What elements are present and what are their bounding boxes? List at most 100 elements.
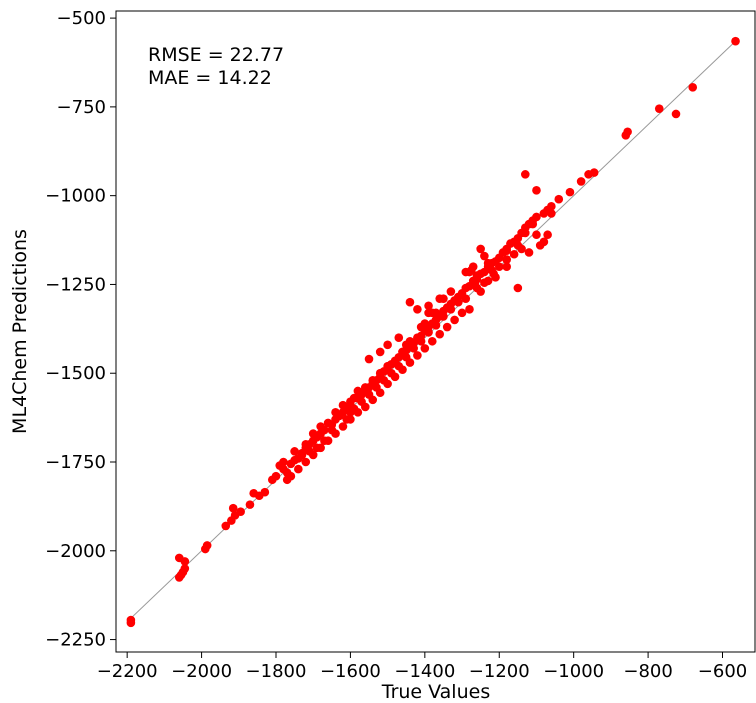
data-point — [439, 312, 448, 321]
data-point — [282, 475, 292, 485]
data-point — [509, 249, 519, 259]
data-point — [320, 436, 329, 446]
y-tick-label: −2000 — [45, 541, 106, 562]
data-point — [521, 170, 530, 179]
data-point — [401, 352, 411, 362]
data-point — [517, 244, 526, 254]
data-point — [375, 368, 385, 378]
data-point — [327, 425, 337, 435]
x-axis-label: True Values — [381, 681, 490, 703]
data-point — [279, 457, 288, 467]
data-point — [472, 271, 482, 280]
data-point — [543, 230, 552, 240]
x-tick-label: −1600 — [320, 661, 381, 682]
data-point — [126, 618, 136, 628]
data-point — [368, 376, 378, 385]
data-point — [290, 447, 299, 456]
data-point — [513, 283, 523, 293]
data-point — [221, 521, 231, 531]
data-point — [623, 127, 632, 137]
x-axis-ticks: −2200 −2000 −1800 −1600 −1400 −1200 −1000 −800 −… — [97, 652, 747, 682]
data-point — [435, 329, 445, 339]
data-point — [457, 308, 467, 318]
data-point — [413, 351, 422, 360]
data-point — [688, 83, 698, 92]
y-tick-label: −750 — [57, 97, 106, 118]
data-point — [431, 320, 441, 330]
y-axis-ticks: −500 −750 −1000 −1250 −1500 −1750 −2000 −2250 — [45, 8, 116, 651]
data-point — [346, 397, 355, 406]
data-point — [260, 487, 270, 497]
data-point — [502, 246, 511, 256]
data-point — [554, 194, 564, 204]
data-point — [427, 336, 437, 346]
data-point — [401, 340, 411, 350]
data-point — [271, 471, 281, 481]
data-point — [472, 283, 482, 293]
data-point — [731, 36, 740, 46]
y-tick-label: −500 — [57, 8, 106, 29]
rmse-annotation: RMSE = 22.77 — [148, 44, 284, 66]
data-point — [316, 422, 325, 431]
data-point — [461, 267, 471, 277]
data-point — [413, 305, 422, 314]
data-point — [353, 386, 363, 396]
data-point — [294, 464, 303, 474]
data-point — [446, 305, 456, 314]
data-point — [409, 344, 418, 353]
data-point — [465, 305, 474, 314]
data-point — [361, 383, 370, 392]
data-point — [334, 411, 344, 421]
data-point — [589, 168, 599, 177]
x-tick-label: −600 — [698, 661, 747, 682]
data-point — [338, 400, 348, 410]
data-point — [364, 354, 374, 364]
data-point — [521, 228, 530, 238]
data-point — [446, 287, 456, 296]
data-point — [442, 322, 452, 332]
data-point — [420, 344, 430, 353]
y-tick-label: −1000 — [45, 186, 106, 207]
data-point — [236, 507, 245, 517]
data-point — [312, 443, 322, 453]
y-axis-label: ML4Chem Predictions — [9, 229, 31, 434]
data-point — [532, 212, 541, 222]
data-point — [405, 297, 415, 307]
data-point — [357, 397, 366, 406]
data-point — [476, 244, 485, 254]
x-tick-label: −2000 — [171, 661, 232, 682]
data-point — [502, 262, 511, 271]
data-point — [297, 450, 307, 460]
x-tick-label: −1800 — [246, 661, 307, 682]
data-point — [394, 333, 404, 343]
data-point — [364, 390, 374, 399]
data-point — [387, 368, 396, 378]
data-point — [524, 248, 534, 257]
x-tick-label: −2200 — [97, 661, 158, 682]
data-point — [576, 177, 586, 186]
data-point — [461, 294, 471, 303]
data-point — [654, 104, 664, 113]
data-point — [528, 219, 538, 229]
data-point — [338, 422, 348, 431]
y-tick-label: −1250 — [45, 274, 106, 295]
data-point — [180, 564, 190, 573]
data-point — [416, 322, 426, 332]
x-tick-label: −1200 — [469, 661, 530, 682]
data-point — [379, 376, 389, 385]
data-point — [671, 109, 681, 119]
x-tick-label: −800 — [623, 661, 672, 682]
data-point — [502, 255, 511, 264]
data-point — [342, 415, 351, 424]
data-point — [308, 429, 318, 438]
data-point — [245, 500, 255, 509]
data-point — [491, 273, 500, 282]
data-point — [535, 241, 545, 250]
data-point — [176, 570, 186, 580]
data-point — [547, 209, 556, 218]
data-point — [375, 347, 385, 357]
y-tick-label: −1750 — [45, 452, 106, 473]
x-tick-label: −1000 — [543, 661, 604, 682]
data-point — [450, 315, 459, 325]
